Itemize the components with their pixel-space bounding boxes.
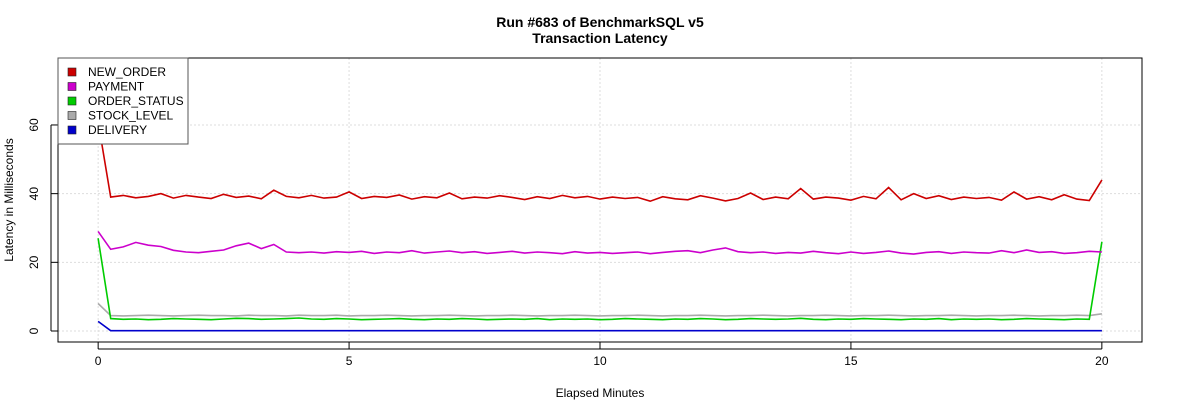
legend-label: DELIVERY xyxy=(88,123,147,137)
x-tick-label: 5 xyxy=(346,354,353,368)
y-tick-label: 60 xyxy=(27,118,41,132)
legend-label: STOCK_LEVEL xyxy=(88,109,173,123)
chart-title: Run #683 of BenchmarkSQL v5 xyxy=(496,14,704,30)
series-line-payment xyxy=(97,230,1102,255)
series-line-new-order xyxy=(97,121,1103,203)
legend-swatch xyxy=(67,82,77,91)
x-tick-label: 0 xyxy=(95,354,102,368)
legend-label: NEW_ORDER xyxy=(88,65,166,79)
legend-box xyxy=(57,57,189,145)
y-tick-label: 20 xyxy=(27,255,41,269)
y-tick-label: 40 xyxy=(27,187,41,201)
legend-swatch xyxy=(67,111,77,120)
legend-label: PAYMENT xyxy=(88,80,145,94)
y-tick-label: 0 xyxy=(27,327,41,334)
series-line-delivery xyxy=(97,320,1102,332)
legend-swatch xyxy=(67,67,77,77)
series-line-order-status xyxy=(97,238,1103,321)
chart-subtitle: Transaction Latency xyxy=(532,30,668,46)
legend: NEW_ORDERPAYMENTORDER_STATUSSTOCK_LEVELD… xyxy=(57,57,189,145)
x-axis-label: Elapsed Minutes xyxy=(556,386,645,400)
legend-label: ORDER_STATUS xyxy=(88,94,184,108)
x-tick-label: 15 xyxy=(844,354,858,368)
y-axis-label: Latency in Milliseconds xyxy=(2,138,16,261)
legend-swatch xyxy=(67,96,77,106)
x-tick-label: 10 xyxy=(593,354,607,368)
x-tick-label: 20 xyxy=(1095,354,1109,368)
legend-swatch xyxy=(67,125,77,135)
series-line-stock-level xyxy=(97,302,1103,317)
